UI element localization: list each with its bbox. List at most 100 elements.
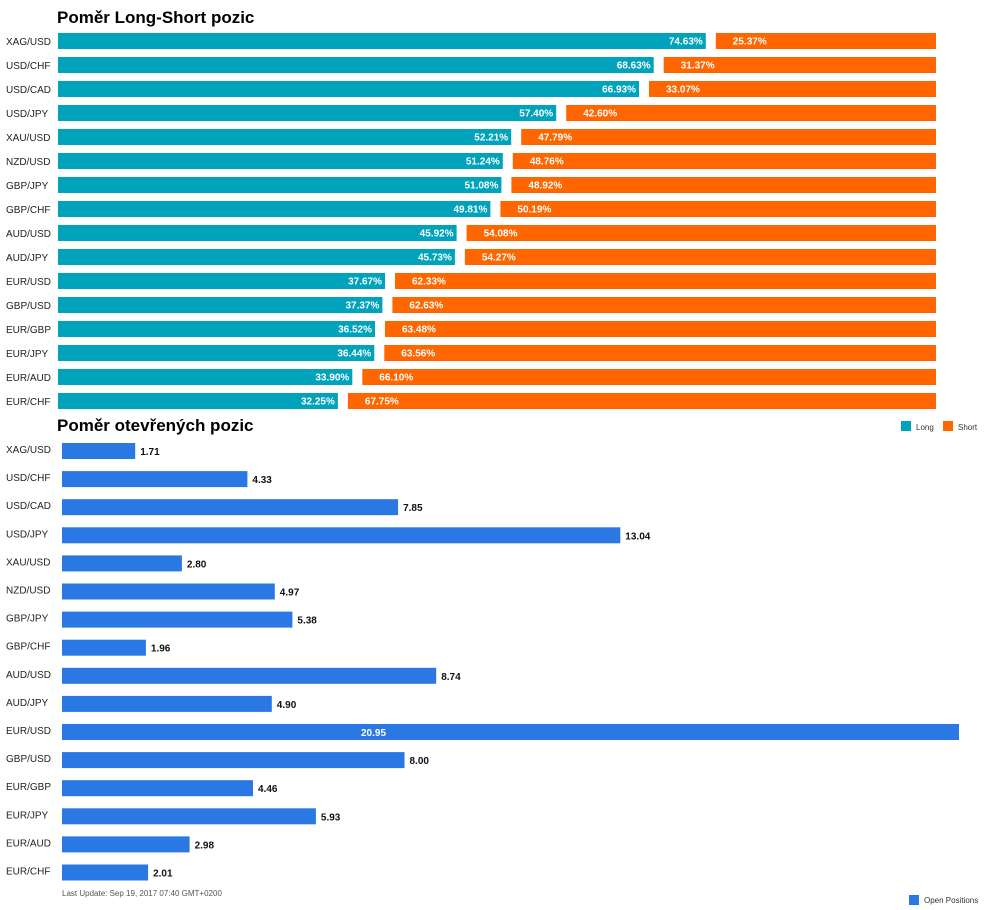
short-label-eur-gbp: 63.48% <box>402 325 436 336</box>
category-label-gbp-chf: GBP/CHF <box>6 205 50 216</box>
long-bar-gbp-chf <box>58 201 491 217</box>
open-positions-bar-eur-aud <box>62 836 190 853</box>
legend-label-long: Long <box>916 423 934 432</box>
short-bar-aud-usd <box>466 225 936 241</box>
long-label-eur-jpy: 36.44% <box>337 349 371 360</box>
open-category-label-aud-usd: AUD/USD <box>6 670 51 681</box>
short-bar-usd-cad <box>649 81 936 97</box>
long-label-aud-usd: 45.92% <box>420 229 454 240</box>
long-bar-eur-jpy <box>58 345 375 361</box>
open-positions-bar-gbp-jpy <box>62 611 293 628</box>
open-positions-bar-aud-jpy <box>62 695 272 712</box>
long-label-usd-cad: 66.93% <box>602 85 636 96</box>
category-label-nzd-usd: NZD/USD <box>6 157 50 168</box>
open-positions-label-gbp-usd: 8.00 <box>410 756 430 767</box>
open-positions-label-nzd-usd: 4.97 <box>280 588 300 599</box>
open-positions-label-usd-jpy: 13.04 <box>625 531 650 542</box>
long-bar-usd-chf <box>58 57 654 73</box>
open-positions-bar-gbp-chf <box>62 639 146 656</box>
long-bar-aud-usd <box>58 225 457 241</box>
long-bar-eur-gbp <box>58 321 375 337</box>
short-bar-aud-jpy <box>464 249 936 265</box>
short-label-usd-chf: 31.37% <box>681 61 715 72</box>
open-positions-bar-aud-usd <box>62 667 437 684</box>
open-category-label-usd-chf: USD/CHF <box>6 473 50 484</box>
short-bar-usd-chf <box>663 57 936 73</box>
long-label-usd-jpy: 57.40% <box>519 109 553 120</box>
open-positions-label-aud-jpy: 4.90 <box>277 700 297 711</box>
long-label-gbp-usd: 37.37% <box>345 301 379 312</box>
category-label-usd-jpy: USD/JPY <box>6 109 49 120</box>
open-category-label-eur-gbp: EUR/GBP <box>6 782 51 793</box>
open-positions-label-xau-usd: 2.80 <box>187 559 207 570</box>
legend-swatch-long <box>901 421 911 431</box>
long-bar-aud-jpy <box>58 249 455 265</box>
open-positions-label-xag-usd: 1.71 <box>140 447 160 458</box>
open-positions-bar-eur-usd <box>62 724 959 740</box>
open-positions-label-eur-aud: 2.98 <box>195 840 215 851</box>
open-category-label-gbp-chf: GBP/CHF <box>6 642 50 653</box>
short-label-aud-usd: 54.08% <box>484 229 518 240</box>
short-label-gbp-chf: 50.19% <box>517 205 551 216</box>
category-label-gbp-jpy: GBP/JPY <box>6 181 49 192</box>
short-bar-gbp-usd <box>392 297 936 313</box>
short-bar-xag-usd <box>715 33 936 49</box>
long-label-usd-chf: 68.63% <box>617 61 651 72</box>
legend-label-short: Short <box>958 423 978 432</box>
long-label-gbp-chf: 49.81% <box>453 205 487 216</box>
category-label-usd-cad: USD/CAD <box>6 85 51 96</box>
open-category-label-gbp-usd: GBP/USD <box>6 754 51 765</box>
short-bar-nzd-usd <box>512 153 936 169</box>
long-bar-xag-usd <box>58 33 706 49</box>
category-label-eur-usd: EUR/USD <box>6 277 51 288</box>
open-positions-label-eur-usd: 20.95 <box>361 728 386 739</box>
open-positions-bar-eur-chf <box>62 864 149 881</box>
open-positions-bar-usd-chf <box>62 471 248 488</box>
short-label-eur-aud: 66.10% <box>379 373 413 384</box>
category-label-eur-chf: EUR/CHF <box>6 397 50 408</box>
short-label-eur-usd: 62.33% <box>412 277 446 288</box>
long-label-eur-usd: 37.67% <box>348 277 382 288</box>
long-label-aud-jpy: 45.73% <box>418 253 452 264</box>
long-bar-gbp-usd <box>58 297 383 313</box>
open-category-label-eur-aud: EUR/AUD <box>6 838 51 849</box>
long-label-eur-chf: 32.25% <box>301 397 335 408</box>
long-label-eur-aud: 33.90% <box>315 373 349 384</box>
open-category-label-nzd-usd: NZD/USD <box>6 586 50 597</box>
long-bar-gbp-jpy <box>58 177 502 193</box>
open-positions-label-usd-cad: 7.85 <box>403 503 423 514</box>
legend-label-open-positions: Open Positions <box>924 896 978 905</box>
short-label-eur-chf: 67.75% <box>365 397 399 408</box>
legend-swatch-open-positions <box>909 895 919 905</box>
short-bar-gbp-jpy <box>511 177 936 193</box>
category-label-eur-aud: EUR/AUD <box>6 373 51 384</box>
category-label-xau-usd: XAU/USD <box>6 133 50 144</box>
open-positions-bar-xau-usd <box>62 555 182 572</box>
long-bar-nzd-usd <box>58 153 503 169</box>
open-category-label-xag-usd: XAG/USD <box>6 445 51 456</box>
long-label-gbp-jpy: 51.08% <box>464 181 498 192</box>
short-bar-gbp-chf <box>500 201 936 217</box>
short-bar-eur-gbp <box>385 321 936 337</box>
category-label-eur-gbp: EUR/GBP <box>6 325 51 336</box>
short-bar-eur-jpy <box>384 345 936 361</box>
open-category-label-eur-jpy: EUR/JPY <box>6 810 49 821</box>
open-positions-label-aud-usd: 8.74 <box>441 672 461 683</box>
open-category-label-gbp-jpy: GBP/JPY <box>6 614 49 625</box>
open-positions-chart-title: Poměr otevřených pozic <box>57 416 254 435</box>
short-label-gbp-usd: 62.63% <box>409 301 443 312</box>
open-positions-bar-nzd-usd <box>62 583 275 600</box>
open-positions-label-gbp-jpy: 5.38 <box>297 616 317 627</box>
category-label-aud-usd: AUD/USD <box>6 229 51 240</box>
long-bar-usd-jpy <box>58 105 557 121</box>
category-label-gbp-usd: GBP/USD <box>6 301 51 312</box>
category-label-xag-usd: XAG/USD <box>6 37 51 48</box>
open-category-label-eur-usd: EUR/USD <box>6 726 51 737</box>
open-positions-bar-eur-gbp <box>62 780 253 797</box>
long-short-chart-title: Poměr Long-Short pozic <box>57 8 255 27</box>
open-positions-bar-gbp-usd <box>62 752 405 769</box>
short-label-xag-usd: 25.37% <box>733 37 767 48</box>
long-bar-eur-aud <box>58 369 353 385</box>
open-category-label-eur-chf: EUR/CHF <box>6 867 50 878</box>
